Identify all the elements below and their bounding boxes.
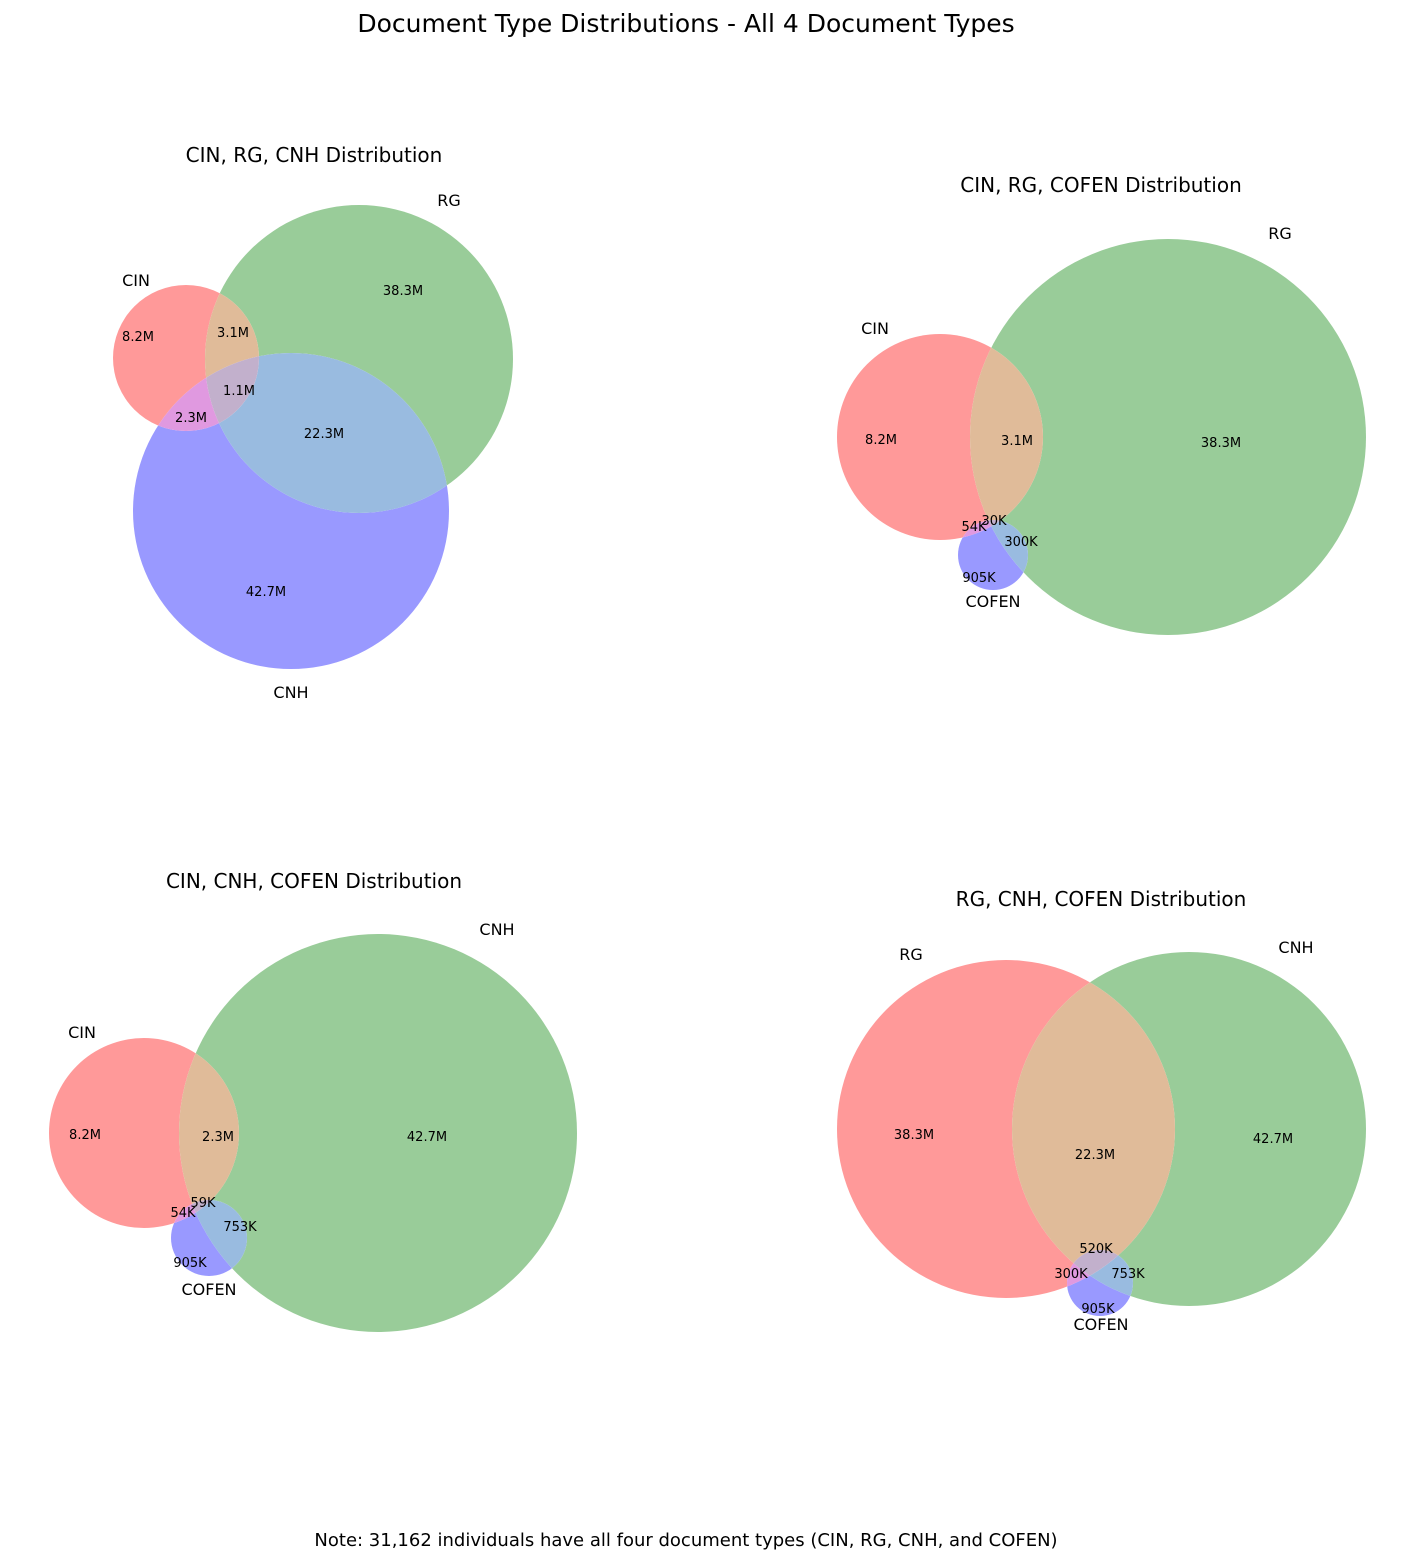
region-label-c: 42.7M [246, 585, 286, 600]
region-label-abc: 59K [190, 1196, 216, 1211]
set-label-a: CIN [861, 319, 889, 338]
set-label-a: CIN [68, 1023, 96, 1042]
set-label-c: COFEN [181, 1280, 236, 1299]
region-label-bc: 753K [223, 1220, 257, 1235]
region-label-c: 905K [1081, 1302, 1115, 1317]
region-label-ac: 54K [961, 520, 987, 535]
venn-panel-1: CIN, RG, CNH Distribution CIN RG CNH 8.2M 38.… [113, 143, 513, 702]
venn-region-ab [1012, 960, 1175, 1298]
set-label-b: CNH [479, 920, 514, 939]
main-title: Document Type Distributions - All 4 Docu… [357, 9, 1014, 38]
region-label-b: 42.7M [1253, 1132, 1293, 1147]
region-label-b: 38.3M [383, 284, 423, 299]
region-label-c: 905K [962, 571, 996, 586]
panel-title: RG, CNH, COFEN Distribution [956, 887, 1247, 911]
region-label-abc: 30K [981, 514, 1007, 529]
region-label-ac: 300K [1054, 1267, 1088, 1282]
region-label-ac: 54K [170, 1206, 196, 1221]
region-label-ac: 2.3M [175, 411, 207, 426]
set-label-c: COFEN [1073, 1315, 1128, 1334]
region-label-ab: 3.1M [217, 326, 249, 341]
venn-region-abc [205, 353, 259, 431]
region-label-bc: 22.3M [304, 427, 344, 442]
region-label-ab: 2.3M [202, 1130, 234, 1145]
region-label-c: 905K [173, 1256, 207, 1271]
set-label-a: RG [899, 945, 923, 964]
venn-panels: CIN, RG, CNH Distribution CIN RG CNH 8.2M 38.… [49, 143, 1366, 1334]
region-label-a: 8.2M [122, 330, 154, 345]
venn-region-ab [970, 334, 1043, 540]
region-label-a: 8.2M [69, 1128, 101, 1143]
region-label-a: 38.3M [894, 1128, 934, 1143]
region-label-b: 38.3M [1201, 436, 1241, 451]
panel-title: CIN, RG, COFEN Distribution [960, 173, 1242, 197]
set-label-c: CNH [273, 683, 308, 702]
set-label-c: COFEN [965, 592, 1020, 611]
region-label-ab: 3.1M [1001, 434, 1033, 449]
region-label-abc: 520K [1079, 1242, 1113, 1257]
set-label-a: CIN [122, 271, 150, 290]
region-label-a: 8.2M [865, 433, 897, 448]
panel-title: CIN, RG, CNH Distribution [186, 143, 443, 167]
set-label-b: RG [1268, 224, 1292, 243]
region-label-b: 42.7M [407, 1130, 447, 1145]
venn-region-ab [179, 1038, 239, 1228]
region-label-abc: 1.1M [223, 384, 255, 399]
venn-region-b [970, 239, 1366, 635]
region-label-bc: 300K [1004, 535, 1038, 550]
region-label-ab: 22.3M [1075, 1148, 1115, 1163]
set-label-b: RG [437, 191, 461, 210]
footnote: Note: 31,162 individuals have all four d… [314, 1530, 1057, 1551]
region-label-bc: 753K [1111, 1267, 1145, 1282]
venn-panel-4: RG, CNH, COFEN Distribution RG CNH COFEN 38.… [837, 887, 1366, 1334]
panel-title: CIN, CNH, COFEN Distribution [166, 869, 462, 893]
set-label-b: CNH [1278, 938, 1313, 957]
venn-panel-3: CIN, CNH, COFEN Distribution CIN CNH COFEN 8… [49, 869, 577, 1332]
venn-panel-2: CIN, RG, COFEN Distribution CIN RG COFEN 8.2… [837, 173, 1366, 635]
venn-region-b [179, 934, 577, 1332]
